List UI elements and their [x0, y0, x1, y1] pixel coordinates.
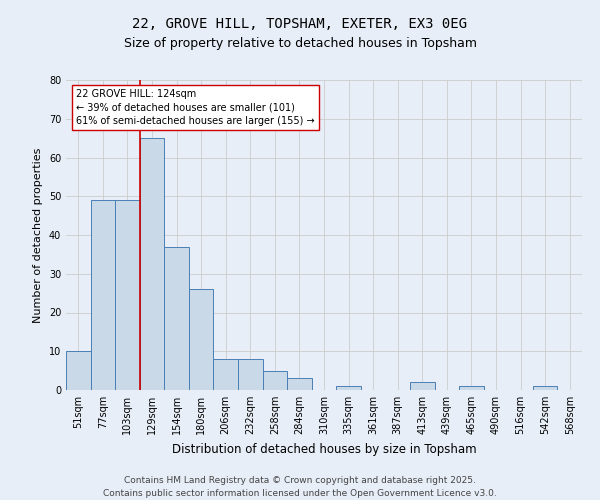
Bar [533, 386, 557, 390]
Text: Size of property relative to detached houses in Topsham: Size of property relative to detached ho… [124, 38, 476, 51]
Bar [336, 386, 361, 390]
Bar [238, 359, 263, 390]
Y-axis label: Number of detached properties: Number of detached properties [33, 148, 43, 322]
Bar [189, 289, 214, 390]
Text: 22, GROVE HILL, TOPSHAM, EXETER, EX3 0EG: 22, GROVE HILL, TOPSHAM, EXETER, EX3 0EG [133, 18, 467, 32]
Bar [459, 386, 484, 390]
Bar [140, 138, 164, 390]
Bar [214, 359, 238, 390]
Bar [115, 200, 140, 390]
Text: Contains HM Land Registry data © Crown copyright and database right 2025.
Contai: Contains HM Land Registry data © Crown c… [103, 476, 497, 498]
Bar [66, 351, 91, 390]
Bar [410, 382, 434, 390]
X-axis label: Distribution of detached houses by size in Topsham: Distribution of detached houses by size … [172, 442, 476, 456]
Bar [287, 378, 312, 390]
Text: 22 GROVE HILL: 124sqm
← 39% of detached houses are smaller (101)
61% of semi-det: 22 GROVE HILL: 124sqm ← 39% of detached … [76, 90, 315, 126]
Bar [263, 370, 287, 390]
Bar [91, 200, 115, 390]
Bar [164, 246, 189, 390]
